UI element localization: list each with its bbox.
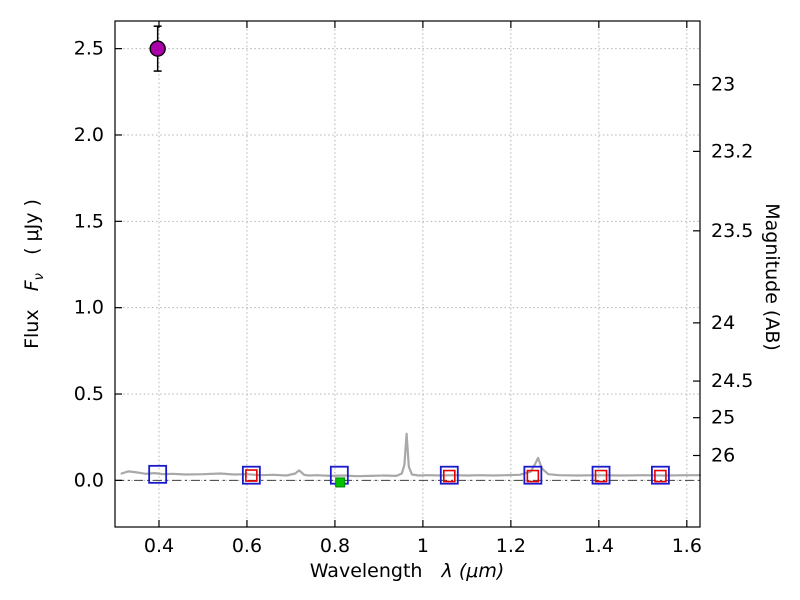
y-left-tick-label: 0.5 bbox=[74, 383, 104, 405]
observed-photometry-squares bbox=[148, 464, 670, 485]
y-left-tick-label: 0.0 bbox=[74, 469, 104, 491]
detection-point bbox=[149, 25, 166, 72]
y-left-label-subscript: ν bbox=[31, 273, 47, 281]
x-tick-label: 1.4 bbox=[584, 535, 614, 557]
y-right-tick-label: 24.5 bbox=[711, 370, 753, 392]
y-right-tick-labels: 23 23.2 23.5 24 24.5 25 26 bbox=[711, 74, 753, 467]
y-left-tick-label: 1.0 bbox=[74, 297, 104, 319]
y-left-label-prefix: Flux bbox=[21, 309, 44, 349]
y-left-tick-label: 1.5 bbox=[74, 210, 104, 232]
model-spectrum-line bbox=[120, 432, 702, 478]
y-right-tick-label: 23 bbox=[711, 74, 735, 96]
x-tick-label: 0.6 bbox=[232, 535, 262, 557]
x-axis-label: Wavelength λ (μm) bbox=[310, 560, 505, 582]
y-right-tick-label: 26 bbox=[711, 445, 735, 467]
data-point-marker bbox=[245, 469, 258, 482]
y-axis-right-label: Magnitude (AB) bbox=[761, 203, 783, 351]
data-point-marker bbox=[148, 464, 168, 484]
y-right-tick-label: 24 bbox=[711, 312, 735, 334]
y-axis-left-label: Flux Fν ( μJy ) bbox=[21, 199, 47, 349]
data-point-marker bbox=[439, 465, 459, 485]
axes-frame bbox=[114, 20, 701, 528]
data-point-marker bbox=[149, 40, 166, 57]
y-right-tick-label: 25 bbox=[711, 407, 735, 429]
x-tick-label: 1.2 bbox=[496, 535, 526, 557]
y-right-tick-label: 23.2 bbox=[711, 140, 753, 162]
tick-marks bbox=[115, 21, 700, 527]
data-point-marker bbox=[523, 465, 543, 485]
data-point-marker bbox=[526, 469, 540, 483]
y-right-tick-label: 23.5 bbox=[711, 220, 753, 242]
x-label-symbol: λ bbox=[441, 560, 453, 582]
y-left-tick-label: 2.5 bbox=[74, 38, 104, 60]
data-point-marker bbox=[654, 469, 667, 483]
x-label-prefix: Wavelength bbox=[309, 560, 423, 582]
y-left-label-unit: ( μJy ) bbox=[21, 199, 44, 255]
y-left-label-symbol: F bbox=[21, 280, 44, 292]
data-point-marker bbox=[651, 465, 670, 485]
x-tick-label: 1 bbox=[417, 535, 429, 557]
limit-photometry-square bbox=[335, 477, 346, 488]
x-label-unit: (μm) bbox=[458, 560, 505, 582]
model-photometry-squares bbox=[245, 469, 667, 483]
data-point-marker bbox=[591, 465, 611, 485]
data-point-marker bbox=[335, 477, 346, 488]
y-left-tick-labels: 0.0 0.5 1.0 1.5 2.0 2.5 bbox=[74, 38, 104, 492]
data-point-marker bbox=[442, 469, 456, 483]
data-point-marker bbox=[241, 465, 261, 485]
y-left-tick-label: 2.0 bbox=[74, 124, 104, 146]
x-tick-labels: 0.4 0.6 0.8 1 1.2 1.4 1.6 bbox=[144, 535, 702, 557]
x-tick-label: 0.4 bbox=[144, 535, 174, 557]
data-point-marker bbox=[594, 469, 608, 483]
x-tick-label: 1.6 bbox=[672, 535, 702, 557]
x-tick-label: 0.8 bbox=[320, 535, 350, 557]
